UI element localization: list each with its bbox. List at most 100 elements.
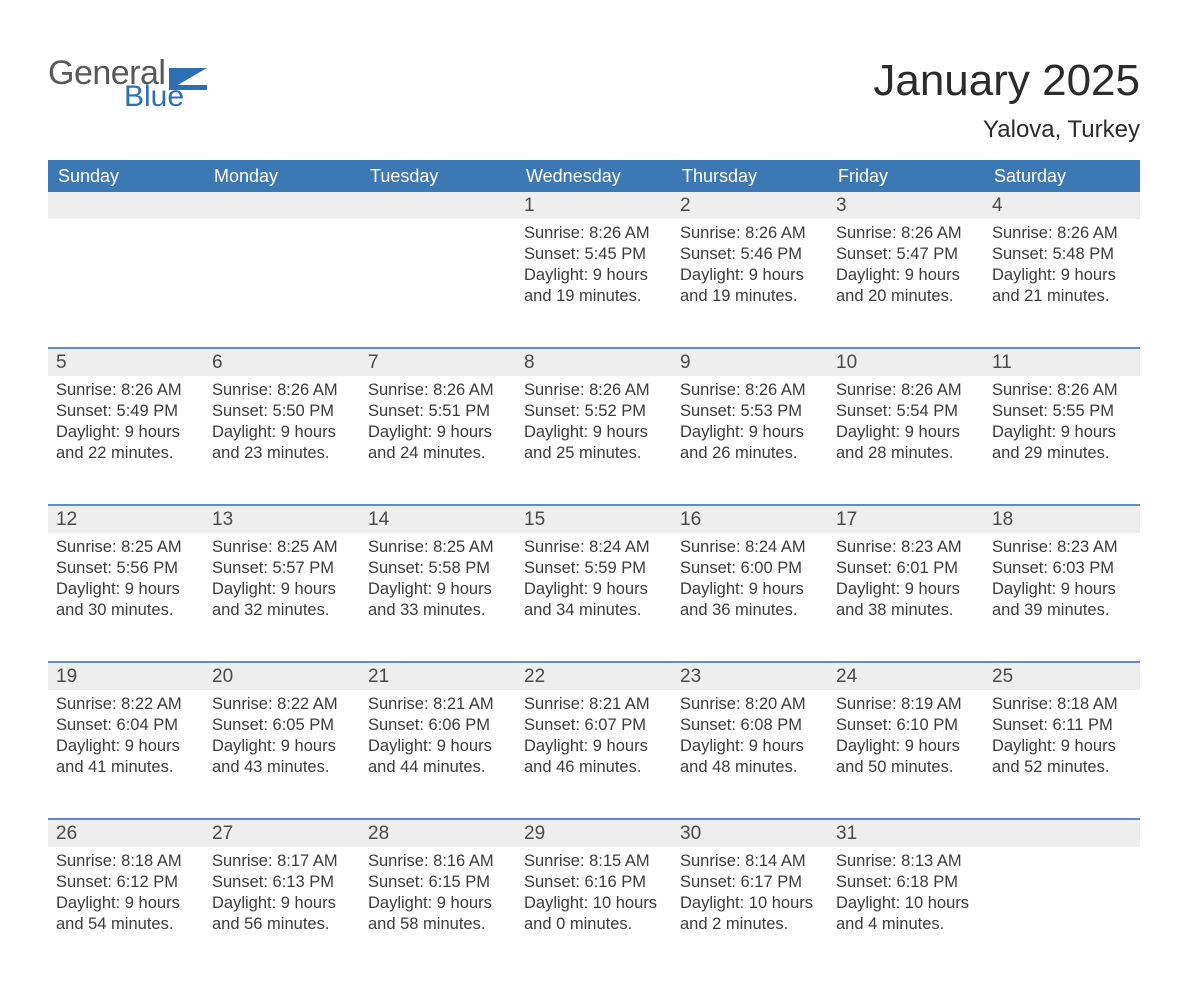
day-details: Sunrise: 8:20 AMSunset: 6:08 PMDaylight:…	[672, 690, 828, 802]
daylight-text: Daylight: 9 hours and 54 minutes.	[56, 893, 198, 935]
day-details: Sunrise: 8:26 AMSunset: 5:54 PMDaylight:…	[828, 376, 984, 488]
day-number	[984, 820, 1140, 847]
sunset-text: Sunset: 5:58 PM	[368, 558, 510, 579]
day-of-week-header: Sunday Monday Tuesday Wednesday Thursday…	[48, 160, 1140, 192]
day-number: 2	[672, 192, 828, 219]
sunset-text: Sunset: 6:16 PM	[524, 872, 666, 893]
day-number: 8	[516, 349, 672, 376]
day-details: Sunrise: 8:23 AMSunset: 6:01 PMDaylight:…	[828, 533, 984, 645]
day-number: 10	[828, 349, 984, 376]
day-number	[48, 192, 204, 219]
sunrise-text: Sunrise: 8:26 AM	[524, 223, 666, 244]
day-number: 1	[516, 192, 672, 219]
day-details: Sunrise: 8:21 AMSunset: 6:07 PMDaylight:…	[516, 690, 672, 802]
sunset-text: Sunset: 5:54 PM	[836, 401, 978, 422]
day-details: Sunrise: 8:26 AMSunset: 5:50 PMDaylight:…	[204, 376, 360, 488]
sunrise-text: Sunrise: 8:26 AM	[212, 380, 354, 401]
sunrise-text: Sunrise: 8:19 AM	[836, 694, 978, 715]
day-number: 15	[516, 506, 672, 533]
day-details: Sunrise: 8:26 AMSunset: 5:49 PMDaylight:…	[48, 376, 204, 488]
day-number	[204, 192, 360, 219]
day-number: 26	[48, 820, 204, 847]
sunrise-text: Sunrise: 8:25 AM	[368, 537, 510, 558]
sunset-text: Sunset: 6:12 PM	[56, 872, 198, 893]
topbar: General Blue January 2025 Yalova, Turkey	[48, 56, 1140, 144]
sunset-text: Sunset: 5:51 PM	[368, 401, 510, 422]
sunset-text: Sunset: 6:03 PM	[992, 558, 1134, 579]
weeks-container: 1234Sunrise: 8:26 AMSunset: 5:45 PMDayli…	[48, 192, 1140, 959]
day-number: 24	[828, 663, 984, 690]
sunrise-text: Sunrise: 8:23 AM	[992, 537, 1134, 558]
sunrise-text: Sunrise: 8:26 AM	[56, 380, 198, 401]
sunset-text: Sunset: 6:08 PM	[680, 715, 822, 736]
day-details: Sunrise: 8:17 AMSunset: 6:13 PMDaylight:…	[204, 847, 360, 959]
sunrise-text: Sunrise: 8:26 AM	[524, 380, 666, 401]
daylight-text: Daylight: 10 hours and 4 minutes.	[836, 893, 978, 935]
daylight-text: Daylight: 9 hours and 58 minutes.	[368, 893, 510, 935]
day-details	[360, 219, 516, 331]
calendar-page: General Blue January 2025 Yalova, Turkey…	[0, 0, 1188, 1005]
day-details: Sunrise: 8:26 AMSunset: 5:55 PMDaylight:…	[984, 376, 1140, 488]
day-number	[360, 192, 516, 219]
daylight-text: Daylight: 9 hours and 38 minutes.	[836, 579, 978, 621]
sunrise-text: Sunrise: 8:25 AM	[56, 537, 198, 558]
daylight-text: Daylight: 9 hours and 39 minutes.	[992, 579, 1134, 621]
day-number: 4	[984, 192, 1140, 219]
sunrise-text: Sunrise: 8:21 AM	[524, 694, 666, 715]
day-details: Sunrise: 8:15 AMSunset: 6:16 PMDaylight:…	[516, 847, 672, 959]
day-details: Sunrise: 8:13 AMSunset: 6:18 PMDaylight:…	[828, 847, 984, 959]
day-number: 3	[828, 192, 984, 219]
sunrise-text: Sunrise: 8:14 AM	[680, 851, 822, 872]
day-details: Sunrise: 8:26 AMSunset: 5:52 PMDaylight:…	[516, 376, 672, 488]
day-details	[984, 847, 1140, 959]
day-number: 31	[828, 820, 984, 847]
day-number: 13	[204, 506, 360, 533]
daylight-text: Daylight: 9 hours and 36 minutes.	[680, 579, 822, 621]
day-details: Sunrise: 8:26 AMSunset: 5:47 PMDaylight:…	[828, 219, 984, 331]
logo: General Blue	[48, 56, 207, 112]
sunset-text: Sunset: 6:07 PM	[524, 715, 666, 736]
daylight-text: Daylight: 9 hours and 19 minutes.	[680, 265, 822, 307]
sunrise-text: Sunrise: 8:13 AM	[836, 851, 978, 872]
day-details: Sunrise: 8:16 AMSunset: 6:15 PMDaylight:…	[360, 847, 516, 959]
day-details	[204, 219, 360, 331]
sunset-text: Sunset: 5:59 PM	[524, 558, 666, 579]
day-number-row: 19202122232425	[48, 661, 1140, 690]
day-details: Sunrise: 8:24 AMSunset: 6:00 PMDaylight:…	[672, 533, 828, 645]
title-block: January 2025 Yalova, Turkey	[873, 56, 1140, 144]
dow-monday: Monday	[204, 160, 360, 192]
sunrise-text: Sunrise: 8:26 AM	[836, 223, 978, 244]
daylight-text: Daylight: 9 hours and 52 minutes.	[992, 736, 1134, 778]
sunrise-text: Sunrise: 8:21 AM	[368, 694, 510, 715]
sunset-text: Sunset: 6:17 PM	[680, 872, 822, 893]
sunrise-text: Sunrise: 8:15 AM	[524, 851, 666, 872]
daylight-text: Daylight: 9 hours and 46 minutes.	[524, 736, 666, 778]
week-body-row: Sunrise: 8:18 AMSunset: 6:12 PMDaylight:…	[48, 847, 1140, 959]
daylight-text: Daylight: 9 hours and 33 minutes.	[368, 579, 510, 621]
sunset-text: Sunset: 6:11 PM	[992, 715, 1134, 736]
dow-sunday: Sunday	[48, 160, 204, 192]
sunrise-text: Sunrise: 8:18 AM	[992, 694, 1134, 715]
sunset-text: Sunset: 6:13 PM	[212, 872, 354, 893]
sunset-text: Sunset: 6:15 PM	[368, 872, 510, 893]
day-number: 16	[672, 506, 828, 533]
logo-word-blue: Blue	[124, 82, 207, 112]
day-details: Sunrise: 8:26 AMSunset: 5:53 PMDaylight:…	[672, 376, 828, 488]
day-number: 5	[48, 349, 204, 376]
sunrise-text: Sunrise: 8:24 AM	[680, 537, 822, 558]
day-number: 25	[984, 663, 1140, 690]
daylight-text: Daylight: 10 hours and 2 minutes.	[680, 893, 822, 935]
daylight-text: Daylight: 9 hours and 24 minutes.	[368, 422, 510, 464]
sunrise-text: Sunrise: 8:25 AM	[212, 537, 354, 558]
daylight-text: Daylight: 9 hours and 34 minutes.	[524, 579, 666, 621]
day-number: 20	[204, 663, 360, 690]
sunrise-text: Sunrise: 8:26 AM	[992, 380, 1134, 401]
day-number: 11	[984, 349, 1140, 376]
week-body-row: Sunrise: 8:26 AMSunset: 5:49 PMDaylight:…	[48, 376, 1140, 488]
sunrise-text: Sunrise: 8:22 AM	[212, 694, 354, 715]
sunrise-text: Sunrise: 8:18 AM	[56, 851, 198, 872]
sunset-text: Sunset: 6:05 PM	[212, 715, 354, 736]
day-number: 28	[360, 820, 516, 847]
dow-thursday: Thursday	[672, 160, 828, 192]
sunset-text: Sunset: 6:01 PM	[836, 558, 978, 579]
